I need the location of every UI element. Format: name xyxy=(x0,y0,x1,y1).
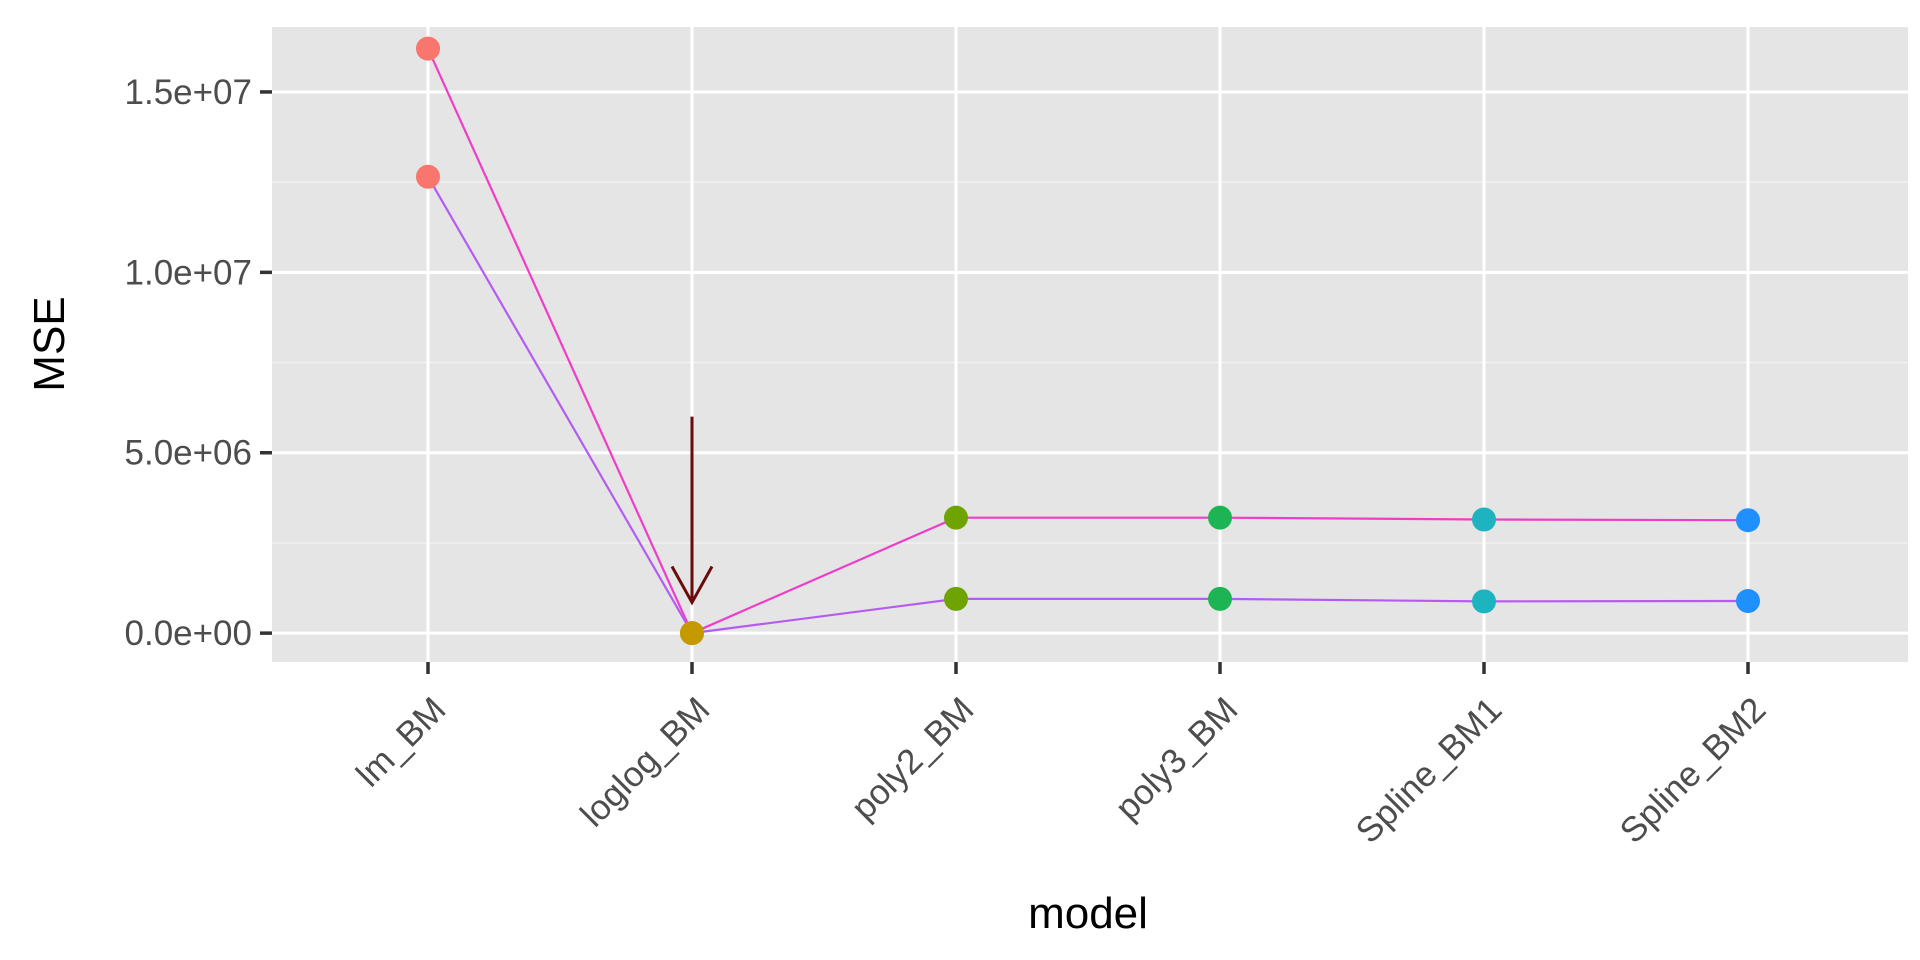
data-point-series2-lm_BM xyxy=(416,164,440,189)
series-lines xyxy=(426,48,1749,635)
y-axis-title: MSE xyxy=(25,296,74,391)
points-layer xyxy=(416,36,1760,646)
x-tick-label: poly3_BM xyxy=(1108,690,1246,828)
series-line-2 xyxy=(427,176,1749,635)
y-axis: 0.0e+00 5.0e+06 1.0e+07 1.5e+07 xyxy=(125,73,272,653)
data-point-series1-lm_BM xyxy=(416,36,440,61)
data-point-series1-Spline_BM2 xyxy=(1736,508,1760,533)
x-tick-label: loglog_BM xyxy=(573,690,718,835)
data-point-series2-Spline_BM1 xyxy=(1472,589,1496,614)
y-tick-label: 5.0e+06 xyxy=(125,434,253,473)
plot-panel xyxy=(272,27,1908,662)
y-tick-label: 0.0e+00 xyxy=(125,614,253,653)
data-point-series2-loglog_BM xyxy=(680,621,704,646)
data-point-series2-Spline_BM2 xyxy=(1736,589,1760,614)
x-tick-label: Spline_BM2 xyxy=(1612,690,1773,851)
x-axis-title: model xyxy=(1028,889,1148,938)
data-point-series2-poly3_BM xyxy=(1208,586,1232,611)
data-point-series1-poly3_BM xyxy=(1208,505,1232,530)
grid-major xyxy=(272,27,1908,662)
data-point-series2-poly2_BM xyxy=(944,586,968,611)
series-line-1 xyxy=(426,48,1749,635)
y-tick-label: 1.5e+07 xyxy=(125,73,253,112)
data-point-series1-poly2_BM xyxy=(944,505,968,530)
y-tick-label: 1.0e+07 xyxy=(125,253,253,292)
x-axis: lm_BM loglog_BM poly2_BM poly3_BM Spline_BM1… xyxy=(349,662,1773,851)
x-tick-label: lm_BM xyxy=(349,690,454,795)
annotation-arrow-head xyxy=(670,565,714,606)
x-tick-label: poly2_BM xyxy=(844,690,982,828)
grid-minor xyxy=(272,181,1908,544)
x-tick-label: Spline_BM1 xyxy=(1348,690,1509,851)
data-point-series1-Spline_BM1 xyxy=(1472,507,1496,532)
annotation-layer xyxy=(670,416,714,606)
